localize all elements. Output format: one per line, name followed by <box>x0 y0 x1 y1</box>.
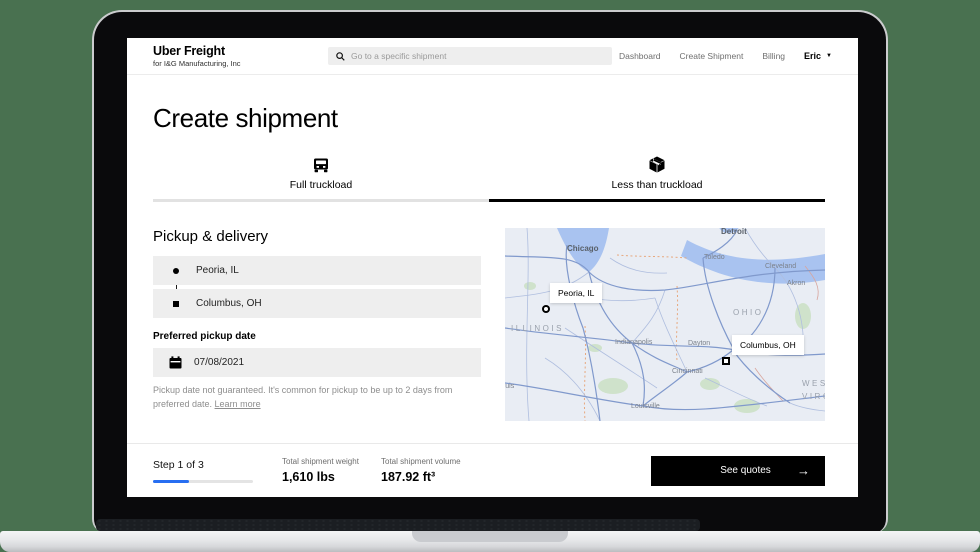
brand-title: Uber Freight <box>153 44 225 59</box>
stat-value: 1,610 lbs <box>282 470 335 484</box>
page-title: Create shipment <box>153 103 338 133</box>
progress-fill <box>153 479 189 483</box>
cta-label: See quotes <box>720 465 771 476</box>
route-map[interactable]: Chicago Detroit Toledo Cleveland Akron OHIO IL… <box>505 228 825 421</box>
footer-bar: Step 1 of 3 Total shipment weight 1,610 … <box>127 443 858 497</box>
tab-full-truckload[interactable]: Full truckload <box>153 155 489 202</box>
destination-field[interactable]: Columbus, OH <box>153 289 481 318</box>
search-input[interactable] <box>351 51 604 61</box>
laptop-hinge <box>96 519 700 531</box>
see-quotes-button[interactable]: See quotes → <box>651 455 825 486</box>
map-roads-layer <box>505 228 825 421</box>
shipment-search[interactable] <box>328 47 612 65</box>
package-icon <box>648 155 666 173</box>
step-indicator: Step 1 of 3 <box>153 459 253 483</box>
stops-group: Peoria, IL Columbus, OH <box>153 256 481 318</box>
learn-more-link[interactable]: Learn more <box>214 398 261 409</box>
progress-bar <box>153 479 253 483</box>
origin-pin-label: Peoria, IL <box>550 283 603 303</box>
laptop-lid-notch <box>412 531 568 542</box>
tab-underline-active <box>489 199 825 202</box>
stat-value: 187.92 ft³ <box>381 470 436 484</box>
origin-field[interactable]: Peoria, IL <box>153 256 481 285</box>
user-name: Eric <box>804 51 822 61</box>
destination-pin-label: Columbus, OH <box>732 335 804 355</box>
main-content: Create shipment Full truckload <box>127 103 858 421</box>
stop-connector-line <box>176 272 177 304</box>
chevron-down-icon: ▼ <box>826 53 832 59</box>
stat-label: Total shipment volume <box>381 457 461 466</box>
origin-value: Peoria, IL <box>196 265 239 276</box>
destination-map-pin <box>724 359 728 363</box>
pickup-date-disclaimer: Pickup date not guaranteed. It's common … <box>153 384 481 412</box>
calendar-icon <box>169 356 182 369</box>
main-nav: Dashboard Create Shipment Billing Eric ▼ <box>619 51 832 61</box>
app-screen: Uber Freight for I&G Manufacturing, Inc … <box>127 38 858 497</box>
pickup-date-field[interactable]: 07/08/2021 <box>153 348 481 377</box>
brand-logo[interactable]: Uber Freight for I&G Manufacturing, Inc <box>153 44 328 67</box>
shipment-type-tabs: Full truckload Less than truckload <box>153 155 825 202</box>
tab-underline-inactive <box>153 199 489 202</box>
nav-item-create-shipment[interactable]: Create Shipment <box>679 51 744 61</box>
tab-less-than-truckload[interactable]: Less than truckload <box>489 155 825 202</box>
destination-square-icon <box>173 300 179 307</box>
user-menu[interactable]: Eric ▼ <box>804 51 832 61</box>
truck-icon <box>312 155 330 173</box>
search-icon <box>336 51 345 61</box>
pickup-date-label: Preferred pickup date <box>153 331 256 342</box>
shipment-weight-stat: Total shipment weight 1,610 lbs <box>282 457 359 484</box>
stat-label: Total shipment weight <box>282 457 359 466</box>
tab-label: Full truckload <box>289 179 353 191</box>
tab-label: Less than truckload <box>611 179 703 191</box>
origin-map-pin <box>544 307 548 311</box>
pickup-date-value: 07/08/2021 <box>194 357 245 368</box>
disclaimer-text: Pickup date not guaranteed. It's common … <box>153 385 453 409</box>
nav-item-dashboard[interactable]: Dashboard <box>618 51 661 61</box>
origin-dot-icon <box>173 267 179 274</box>
arrow-right-icon: → <box>796 463 810 478</box>
pickup-delivery-form: Pickup & delivery Peoria, IL Columbus, O… <box>153 228 481 421</box>
section-heading: Pickup & delivery <box>153 228 269 245</box>
top-bar: Uber Freight for I&G Manufacturing, Inc … <box>127 38 858 75</box>
nav-item-billing[interactable]: Billing <box>762 51 786 61</box>
shipment-volume-stat: Total shipment volume 187.92 ft³ <box>381 457 471 484</box>
destination-value: Columbus, OH <box>196 298 262 309</box>
step-label: Step 1 of 3 <box>153 458 204 471</box>
brand-subtitle: for I&G Manufacturing, Inc <box>153 58 241 68</box>
